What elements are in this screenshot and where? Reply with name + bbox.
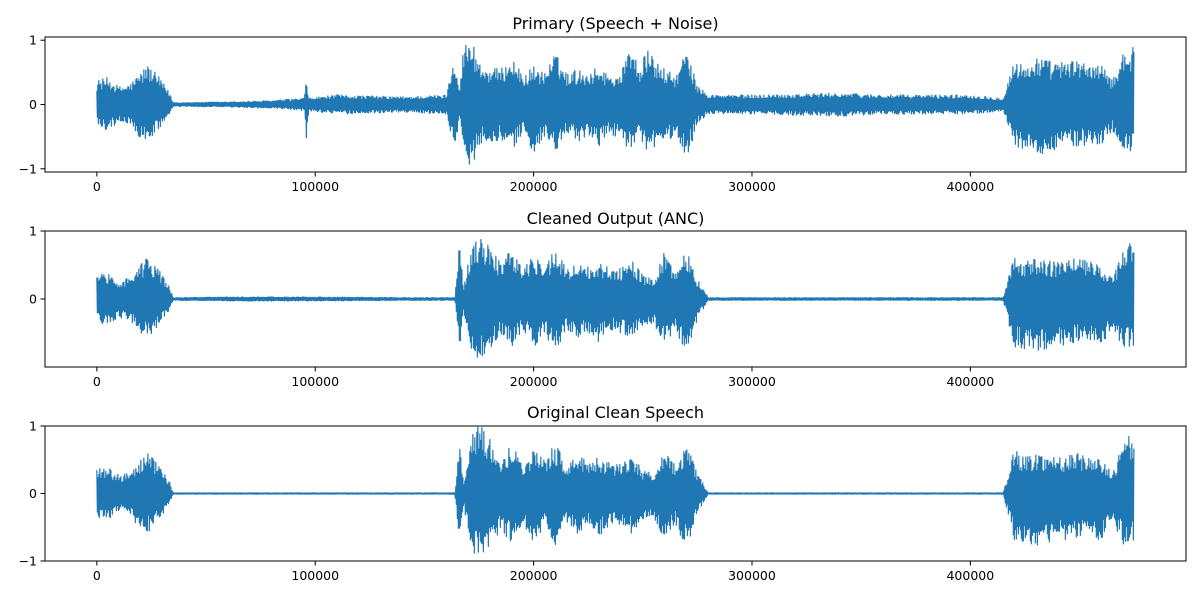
- waveform-line-3: [96, 426, 1135, 554]
- x-tick-label: 200000: [510, 179, 558, 194]
- y-tick-label: 1: [29, 33, 37, 48]
- y-tick-label: 0: [29, 486, 37, 501]
- x-tick-label: 100000: [291, 374, 339, 389]
- x-tick-label: 0: [93, 568, 101, 583]
- x-tick-label: 100000: [291, 568, 339, 583]
- x-tick-label: 0: [93, 179, 101, 194]
- x-tick-label: 400000: [946, 374, 994, 389]
- x-tick-label: 300000: [728, 374, 776, 389]
- y-tick-label: −1: [19, 554, 37, 569]
- y-tick-label: 1: [29, 224, 37, 239]
- y-tick-label: 0: [29, 97, 37, 112]
- x-tick-label: 400000: [946, 568, 994, 583]
- subplot-2: 0 100000 200000 300000 400000 0 1 Cleaned Outpu…: [29, 209, 1187, 389]
- subplot-title-3: Original Clean Speech: [527, 403, 704, 422]
- x-tick-label: 200000: [510, 374, 558, 389]
- x-tick-label: 0: [93, 374, 101, 389]
- subplot-3: 0 100000 200000 300000 400000 −1 0 1 Original Cl…: [19, 403, 1187, 583]
- subplot-1: 0 100000 200000 300000 400000 −1 0 1 Primary (Sp…: [19, 14, 1187, 194]
- x-tick-label: 300000: [728, 568, 776, 583]
- x-tick-label: 100000: [291, 179, 339, 194]
- x-tick-label: 200000: [510, 568, 558, 583]
- subplot-title-1: Primary (Speech + Noise): [512, 14, 718, 33]
- waveform-line-1: [96, 44, 1135, 165]
- waveform-line-2: [96, 239, 1135, 358]
- subplot-title-2: Cleaned Output (ANC): [527, 209, 705, 228]
- x-tick-label: 400000: [946, 179, 994, 194]
- x-tick-label: 300000: [728, 179, 776, 194]
- y-tick-label: 1: [29, 419, 37, 434]
- y-tick-label: −1: [19, 161, 37, 176]
- y-tick-label: 0: [29, 292, 37, 307]
